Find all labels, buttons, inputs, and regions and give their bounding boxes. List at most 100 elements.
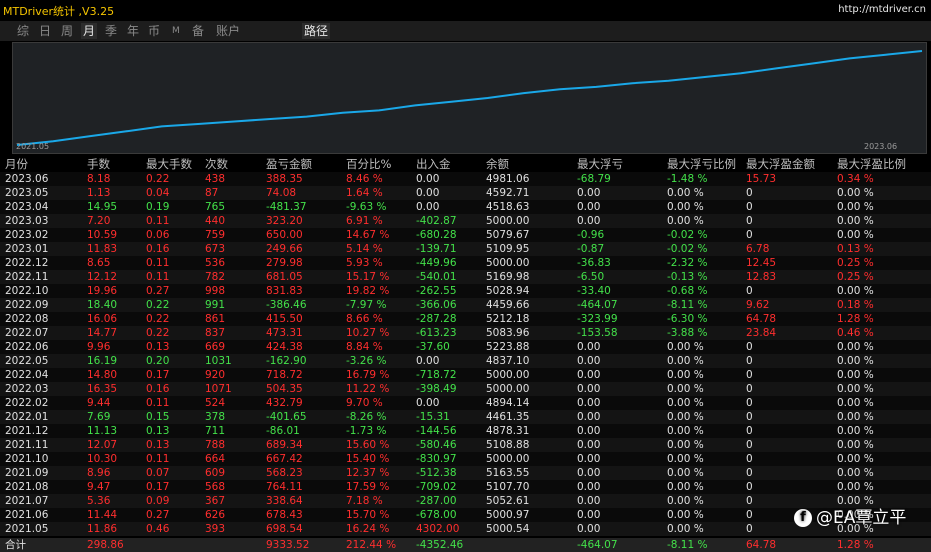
table-row[interactable]: 2023.04 14.95 0.19 765 -481.37 -9.63 % 0.00 451… [0, 200, 931, 214]
site-link[interactable]: http://mtdriver.cn [838, 4, 926, 15]
cell-max-float-profit: 0 [746, 439, 753, 451]
tab-month[interactable]: 月 [81, 23, 98, 39]
table-row[interactable]: 2021.05 11.86 0.46 393 698.54 16.24 % 4302.00 5… [0, 522, 931, 536]
header-deposit-withdraw[interactable]: 出入金 [416, 157, 451, 171]
table-row[interactable]: 2021.11 12.07 0.13 788 689.34 15.60 % -580.46 5… [0, 438, 931, 452]
tab-m[interactable]: M [172, 26, 180, 36]
cell-balance: 5163.55 [486, 467, 530, 479]
cell-lots: 18.40 [87, 299, 118, 311]
cell-trades: 837 [205, 327, 226, 339]
cell-max-float-loss: 0.00 [577, 439, 601, 451]
cell-percent: 15.40 % [346, 453, 390, 465]
header-max-float-profit-pct[interactable]: 最大浮盈比例 [837, 157, 906, 171]
cell-month: 2021.07 [5, 495, 49, 507]
table-row[interactable]: 2022.01 7.69 0.15 378 -401.65 -8.26 % -15.31 44… [0, 410, 931, 424]
table-row[interactable]: 2023.02 10.59 0.06 759 650.00 14.67 % -680.28 5… [0, 228, 931, 242]
table-row[interactable]: 2022.11 12.12 0.11 782 681.05 15.17 % -540.01 5… [0, 270, 931, 284]
table-row[interactable]: 2022.07 14.77 0.22 837 473.31 10.27 % -613.23 5… [0, 326, 931, 340]
tab-day[interactable]: 日 [39, 24, 52, 38]
cell-lots: 8.96 [87, 467, 111, 479]
cell-max-float-loss-pct: 0.00 % [667, 467, 704, 479]
table-row[interactable]: 2022.05 16.19 0.20 1031 -162.90 -3.26 % 0.00 48… [0, 354, 931, 368]
header-pnl[interactable]: 盈亏金额 [266, 157, 312, 171]
table-row[interactable]: 2023.01 11.83 0.16 673 249.66 5.14 % -139.71 51… [0, 242, 931, 256]
cell-balance: 5107.70 [486, 481, 530, 493]
cell-max-float-profit: 0 [746, 187, 753, 199]
header-percent[interactable]: 百分比% [346, 157, 392, 171]
cell-max-float-profit: 0 [746, 383, 753, 395]
cell-lots: 8.18 [87, 173, 111, 185]
table-row[interactable]: 2022.03 16.35 0.16 1071 504.35 11.22 % -398.49… [0, 382, 931, 396]
cell-balance: 5028.94 [486, 285, 530, 297]
cell-max-float-profit-pct: 0.00 % [837, 509, 874, 521]
cell-month: 2021.09 [5, 467, 49, 479]
table-row[interactable]: 2023.05 1.13 0.04 87 74.08 1.64 % 0.00 4592.71 0… [0, 186, 931, 200]
header-max-float-profit[interactable]: 最大浮盈金额 [746, 157, 815, 171]
tab-summary[interactable]: 综 [17, 24, 30, 38]
table-row[interactable]: 2022.08 16.06 0.22 861 415.50 8.66 % -287.28 52… [0, 312, 931, 326]
table-row[interactable]: 2022.06 9.96 0.13 669 424.38 8.84 % -37.60 5223… [0, 340, 931, 354]
total-row[interactable]: 合计 298.86 9333.52 212.44 % -4352.46 -464.07 -8… [0, 538, 931, 552]
cell-month: 2022.01 [5, 411, 49, 423]
cell-max-float-loss-pct: -6.30 % [667, 313, 708, 325]
cell-deposit-withdraw: -37.60 [416, 341, 450, 353]
header-max-lots[interactable]: 最大手数 [146, 157, 192, 171]
table-row[interactable]: 2022.10 19.96 0.27 998 831.83 19.82 % -262.55 5… [0, 284, 931, 298]
cell-lots: 10.30 [87, 453, 118, 465]
header-trades[interactable]: 次数 [205, 157, 228, 171]
tab-path[interactable]: 路径 [302, 23, 331, 39]
table-row[interactable]: 2023.03 7.20 0.11 440 323.20 6.91 % -402.87 500… [0, 214, 931, 228]
tab-backup[interactable]: 备 [192, 24, 205, 38]
table-row[interactable]: 2022.04 14.80 0.17 920 718.72 16.79 % -718.72 5… [0, 368, 931, 382]
cell-deposit-withdraw: -144.56 [416, 425, 457, 437]
cell-month: 2022.09 [5, 299, 49, 311]
tab-year[interactable]: 年 [127, 24, 140, 38]
header-month[interactable]: 月份 [5, 157, 28, 171]
cell-max-float-loss: 0.00 [577, 467, 601, 479]
tab-week[interactable]: 周 [61, 24, 74, 38]
table-row[interactable]: 2023.06 8.18 0.22 438 388.35 8.46 % 0.00 4981.0… [0, 172, 931, 186]
cell-percent: 17.59 % [346, 481, 390, 493]
cell-deposit-withdraw: -402.87 [416, 215, 457, 227]
cell-max-float-profit-pct: 0.00 % [837, 495, 874, 507]
cell-percent: 14.67 % [346, 229, 390, 241]
table-row[interactable]: 2022.09 18.40 0.22 991 -386.46 -7.97 % -366.06… [0, 298, 931, 312]
tab-currency[interactable]: 币 [148, 24, 161, 38]
table-row[interactable]: 2021.12 11.13 0.13 711 -86.01 -1.73 % -144.56 4… [0, 424, 931, 438]
cell-pnl: 473.31 [266, 327, 303, 339]
cell-max-float-loss-pct: -3.88 % [667, 327, 708, 339]
cell-month: 2023.02 [5, 229, 49, 241]
header-balance[interactable]: 余额 [486, 157, 509, 171]
cell-max-lots: 0.27 [146, 285, 170, 297]
cell-max-float-profit: 0 [746, 369, 753, 381]
cell-trades: 782 [205, 271, 226, 283]
tab-quarter[interactable]: 季 [105, 24, 118, 38]
table-row[interactable]: 2021.07 5.36 0.09 367 338.64 7.18 % -287.00 505… [0, 494, 931, 508]
cell-max-float-profit: 0 [746, 481, 753, 493]
cell-deposit-withdraw: -262.55 [416, 285, 457, 297]
header-max-float-loss[interactable]: 最大浮亏 [577, 157, 623, 171]
table-row[interactable]: 2021.10 10.30 0.11 664 667.42 15.40 % -830.97 5… [0, 452, 931, 466]
cell-deposit-withdraw: 0.00 [416, 201, 440, 213]
tab-account[interactable]: 账户 [216, 24, 241, 38]
table-row[interactable]: 2021.06 11.44 0.27 626 678.43 15.70 % -678.00 5… [0, 508, 931, 522]
cell-month: 2021.10 [5, 453, 49, 465]
cell-max-float-profit: 15.73 [746, 173, 777, 185]
table-row[interactable]: 2022.02 9.44 0.11 524 432.79 9.70 % 0.00 4894.1… [0, 396, 931, 410]
cell-max-float-profit-pct: 0.00 % [837, 397, 874, 409]
cell-trades: 524 [205, 397, 226, 409]
cell-lots: 12.07 [87, 439, 118, 451]
cell-balance: 4894.14 [486, 397, 530, 409]
cell-max-float-loss-pct: 0.00 % [667, 369, 704, 381]
table-row[interactable]: 2021.08 9.47 0.17 568 764.11 17.59 % -709.02 51… [0, 480, 931, 494]
cell-trades: 1071 [205, 383, 232, 395]
cell-pnl: 415.50 [266, 313, 303, 325]
cell-max-lots: 0.06 [146, 229, 170, 241]
cell-pnl: 667.42 [266, 453, 303, 465]
header-max-float-loss-pct[interactable]: 最大浮亏比例 [667, 157, 736, 171]
header-lots[interactable]: 手数 [87, 157, 110, 171]
table-row[interactable]: 2022.12 8.65 0.11 536 279.98 5.93 % -449.96 500… [0, 256, 931, 270]
cell-month: 2021.12 [5, 425, 49, 437]
table-row[interactable]: 2021.09 8.96 0.07 609 568.23 12.37 % -512.38 51… [0, 466, 931, 480]
cell-max-lots: 0.22 [146, 327, 170, 339]
